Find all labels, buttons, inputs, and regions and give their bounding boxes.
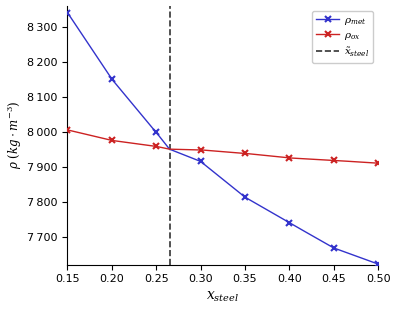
X-axis label: $x_{steel}$: $x_{steel}$	[206, 290, 239, 304]
Y-axis label: $\rho \ (kg \cdot m^{-3})$: $\rho \ (kg \cdot m^{-3})$	[6, 101, 25, 169]
Legend: $\rho_{met}$, $\rho_{ox}$, $\tilde{x}_{steel}$: $\rho_{met}$, $\rho_{ox}$, $\tilde{x}_{s…	[312, 11, 373, 63]
